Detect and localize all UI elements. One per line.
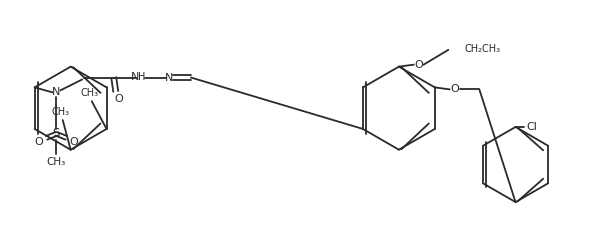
Text: O: O	[414, 60, 423, 70]
Text: O: O	[70, 137, 79, 147]
Text: N: N	[132, 72, 139, 81]
Text: S: S	[53, 127, 60, 140]
Text: O: O	[34, 137, 43, 147]
Text: CH₂CH₃: CH₂CH₃	[464, 44, 500, 54]
Text: Cl: Cl	[526, 122, 537, 132]
Text: H: H	[138, 72, 145, 81]
Text: O: O	[450, 84, 459, 94]
Text: CH₃: CH₃	[47, 156, 66, 167]
Text: O: O	[114, 94, 123, 104]
Text: CH₃: CH₃	[52, 107, 70, 117]
Text: CH₃: CH₃	[81, 88, 99, 98]
Text: N: N	[52, 87, 61, 97]
Text: N: N	[165, 73, 173, 82]
